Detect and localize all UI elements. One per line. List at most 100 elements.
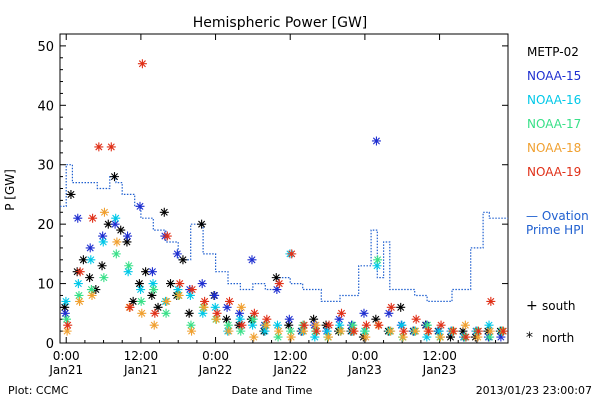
- data-point: [159, 207, 169, 217]
- x-tick-date-label: Jan23: [347, 363, 382, 377]
- data-point: [446, 332, 455, 342]
- data-point: [87, 290, 97, 300]
- x-tick-date-label: Jan21: [123, 363, 158, 377]
- data-point: [187, 285, 197, 295]
- data-point: [149, 285, 159, 295]
- x-tick-time-label: 12:00: [273, 349, 308, 363]
- x-tick-date-label: Jan22: [272, 363, 307, 377]
- ovation-hpi-path: [60, 164, 508, 302]
- data-point: [106, 142, 116, 152]
- data-point: [299, 320, 309, 330]
- data-point: [311, 320, 321, 330]
- data-point: [248, 320, 258, 330]
- data-point: [174, 290, 184, 300]
- y-axis-ticks: 0 10 20 30 40 50: [37, 33, 508, 352]
- data-point: [411, 314, 421, 324]
- data-point: [185, 290, 195, 300]
- data-point: [85, 273, 95, 283]
- data-point: [485, 326, 495, 336]
- y-tick-label: 0: [46, 337, 54, 352]
- data-point: [411, 326, 421, 336]
- data-point: [398, 332, 408, 342]
- marker-legend-south: south: [542, 299, 576, 313]
- data-point: [199, 302, 209, 312]
- data-point: [110, 219, 120, 229]
- data-point: [136, 296, 146, 306]
- legend-noaa-15: NOAA-15: [527, 69, 581, 83]
- data-point: [361, 320, 371, 330]
- data-point: [286, 326, 296, 336]
- legend-ovation-line2: Prime HPI: [526, 223, 584, 237]
- data-point: [63, 320, 73, 330]
- data-point: [496, 332, 506, 342]
- data-point: [110, 172, 119, 182]
- x-tick-time-label: 0:00: [53, 349, 80, 363]
- data-point: [260, 326, 270, 336]
- data-point: [94, 142, 104, 152]
- data-point: [386, 302, 396, 312]
- x-axis-label: Date and Time: [232, 384, 313, 397]
- data-point: [374, 320, 384, 330]
- y-tick-label: 20: [37, 218, 54, 233]
- data-point: [373, 255, 383, 265]
- data-point: [173, 285, 183, 295]
- data-point: [141, 267, 151, 277]
- data-point: [371, 136, 381, 146]
- x-tick-date-label: Jan21: [48, 363, 83, 377]
- data-point: [162, 231, 172, 241]
- data-point: [61, 296, 71, 306]
- data-point: [485, 332, 495, 342]
- data-point: [116, 225, 126, 235]
- legend-noaa-17: NOAA-17: [527, 117, 581, 131]
- data-point: [435, 332, 445, 342]
- data-point: [98, 237, 108, 247]
- data-point: [299, 326, 309, 336]
- data-point: [86, 255, 96, 265]
- data-point: [284, 320, 294, 330]
- data-point: [125, 302, 135, 312]
- x-tick-date-label: Jan23: [422, 363, 457, 377]
- data-point: [399, 326, 409, 336]
- data-point: [424, 326, 434, 336]
- data-point: [473, 326, 483, 336]
- data-point: [222, 314, 231, 324]
- data-point: [73, 213, 83, 223]
- data-point: [186, 320, 196, 330]
- data-point: [187, 326, 197, 336]
- data-point: [75, 267, 85, 277]
- series-noaa-18: [62, 207, 508, 342]
- data-point: [449, 326, 458, 336]
- data-point: [86, 285, 96, 295]
- legend-noaa-19: NOAA-19: [527, 165, 581, 179]
- data-point: [484, 320, 494, 330]
- data-point: [337, 308, 346, 318]
- data-point: [123, 231, 133, 241]
- data-point: [262, 314, 272, 324]
- data-point: [134, 279, 144, 289]
- data-point: [460, 320, 470, 330]
- series-noaa-16: [61, 213, 506, 342]
- data-point: [336, 326, 346, 336]
- data-point: [98, 231, 108, 241]
- data-point: [284, 314, 294, 324]
- data-point: [162, 296, 172, 306]
- data-point: [178, 255, 188, 265]
- data-point: [498, 326, 508, 336]
- data-point: [236, 326, 246, 336]
- y-tick-label: 30: [37, 159, 54, 174]
- x-tick-time-label: 0:00: [351, 349, 378, 363]
- data-point: [310, 332, 320, 342]
- data-point: [135, 201, 145, 211]
- data-point: [197, 219, 207, 229]
- data-point: [85, 243, 95, 253]
- data-point: [166, 279, 175, 289]
- data-point: [172, 249, 182, 259]
- data-point: [75, 296, 85, 306]
- data-point: [103, 219, 113, 229]
- footer-left: Plot: CCMC: [8, 384, 69, 397]
- footer-timestamp: 2013/01/23 23:00:07: [476, 384, 592, 397]
- data-point: [273, 332, 283, 342]
- data-point: [274, 326, 284, 336]
- data-point: [248, 314, 258, 324]
